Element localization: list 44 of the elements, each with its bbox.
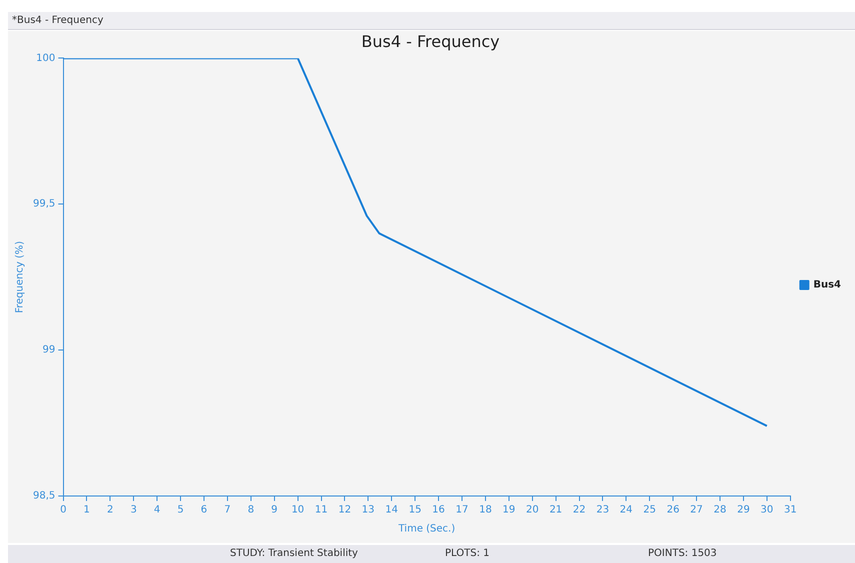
x-tick-label: 6	[200, 504, 208, 516]
x-tick-label: 16	[432, 504, 445, 516]
x-tick-label: 12	[338, 504, 352, 516]
x-tick-label: 14	[385, 504, 398, 516]
x-tick-label: 17	[456, 504, 468, 516]
x-tick-label: 19	[502, 504, 516, 516]
x-tick-label: 5	[177, 504, 184, 516]
x-tick-label: 20	[526, 504, 539, 516]
x-tick-label: 4	[154, 504, 160, 516]
x-tick-label: 15	[408, 504, 422, 516]
x-tick-label: 30	[760, 504, 774, 516]
x-tick-label: 13	[362, 504, 375, 516]
x-tick-label: 0	[60, 504, 66, 516]
x-tick-label: 29	[737, 504, 750, 516]
y-tick-label: 99	[42, 344, 56, 356]
x-tick-label: 11	[314, 504, 328, 516]
chart-title: Bus4 - Frequency	[361, 32, 500, 51]
y-tick-label: 98,5	[33, 490, 56, 502]
y-tick-label: 99,5	[33, 198, 56, 210]
x-tick-label: 27	[690, 504, 703, 516]
x-tick-label: 28	[714, 504, 726, 516]
y-tick-label: 100	[36, 52, 56, 64]
x-tick-label: 26	[666, 504, 680, 516]
x-tick-label: 2	[106, 504, 114, 516]
x-tick-label: 18	[479, 504, 492, 516]
x-tick-label: 3	[130, 504, 137, 516]
text: STUDY: Transient Stability	[230, 547, 358, 561]
x-tick-label: 9	[271, 504, 278, 516]
x-tick-label: 8	[248, 504, 254, 516]
x-tick-label: 24	[620, 504, 633, 516]
x-tick-label: 10	[291, 504, 304, 516]
text: PLOTS: 1	[445, 547, 490, 561]
x-tick-label: 31	[784, 504, 797, 516]
x-tick-label: 25	[643, 504, 656, 516]
text: POINTS: 1503	[648, 547, 717, 561]
y-axis-title: Frequency (%)	[14, 240, 26, 314]
x-tick-label: 22	[572, 504, 586, 516]
x-tick-label: 23	[596, 504, 610, 516]
x-tick-label: 21	[549, 504, 562, 516]
text: *Bus4 - Frequency	[8, 12, 855, 30]
x-tick-label: 7	[224, 504, 231, 516]
legend-label: Bus4	[813, 280, 842, 291]
x-tick-label: 1	[84, 504, 90, 516]
x-axis-title: Time (Sec.)	[397, 524, 456, 535]
